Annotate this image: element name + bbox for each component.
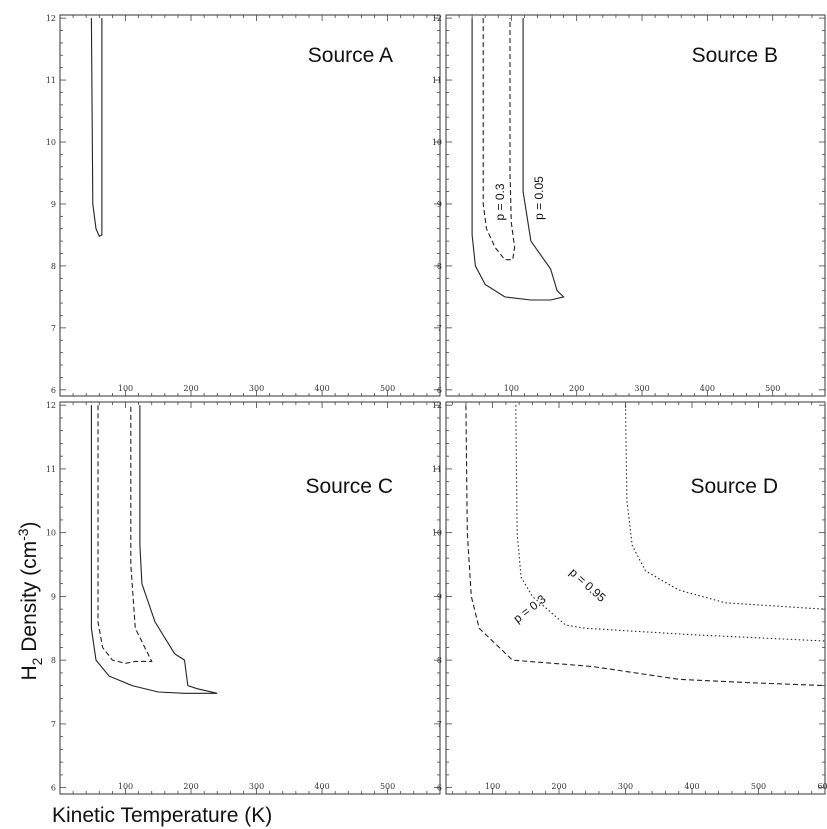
panel-title: Source A (308, 44, 393, 67)
x-tick-label: 100 (118, 782, 133, 791)
contour-dotted-1 (515, 405, 826, 642)
x-tick-label: 500 (380, 384, 395, 393)
contour-dashed-1 (97, 405, 153, 664)
panel-a: 100 200 300 400 500 6 7 8 9 10 11 12 Source A (46, 14, 441, 397)
panels-group: 100 200 300 400 500 6 7 8 9 10 11 12 Source A 100 200 3… (46, 14, 827, 795)
y-tick-label: 6 (437, 784, 442, 793)
x-tick-label: 500 (751, 782, 766, 791)
x-tick-label: 600 (817, 782, 827, 791)
panel-c: 100 200 300 400 500 6 7 8 9 10 11 12 Source C (46, 401, 441, 795)
y-tick-label: 8 (437, 262, 442, 271)
x-tick-label: 300 (249, 782, 264, 791)
contour-dotted-2 (624, 405, 826, 610)
panel-title: Source C (305, 475, 393, 498)
y-tick-label: 8 (51, 262, 56, 271)
y-tick-label: 7 (51, 720, 56, 729)
panel-title: Source D (690, 475, 778, 498)
y-tick-label: 11 (46, 76, 56, 85)
y-axis-title-rest: Density (cm (18, 541, 41, 658)
x-tick-label: 200 (551, 782, 566, 791)
x-axis-title: Kinetic Temperature (K) (52, 804, 272, 827)
y-axis-title-sub: 2 (29, 657, 45, 665)
minor-ticks (446, 402, 826, 794)
x-tick-label: 100 (504, 384, 519, 393)
y-tick-label: 9 (51, 200, 56, 209)
x-tick-label: 400 (700, 384, 715, 393)
x-tick-label: 400 (314, 782, 329, 791)
minor-ticks (445, 15, 826, 396)
contour-label: p = 0.3 (493, 183, 507, 220)
contour-solid-0 (90, 405, 218, 694)
y-tick-label: 12 (46, 14, 56, 23)
y-tick-label: 7 (437, 720, 442, 729)
contour-label: p = 0.3 (511, 592, 549, 626)
plot-frame (445, 14, 826, 397)
y-tick-label: 6 (51, 386, 56, 395)
contour-dashed-0 (465, 405, 826, 687)
y-tick-label: 6 (51, 784, 56, 793)
y-tick-label: 11 (46, 465, 56, 474)
panel-title: Source B (692, 44, 778, 67)
y-axis-title-main: H (18, 665, 41, 680)
x-tick-label: 500 (380, 782, 395, 791)
contour-solid-0 (90, 18, 103, 237)
x-tick-label: 100 (118, 384, 133, 393)
y-tick-label: 10 (432, 138, 442, 147)
y-tick-label: 9 (437, 592, 442, 601)
y-axis-title: H2 Density (cm-3) (15, 521, 45, 680)
x-tick-label: 300 (249, 384, 264, 393)
contour-label: p = 0.05 (532, 176, 546, 220)
y-tick-label: 6 (437, 386, 442, 395)
y-tick-label: 10 (46, 138, 56, 147)
y-axis-title-close: ) (18, 521, 41, 528)
y-tick-label: 12 (432, 14, 442, 23)
y-tick-label: 10 (432, 529, 442, 538)
contour-label: p = 0.95 (567, 565, 609, 605)
x-tick-label: 100 (485, 782, 500, 791)
contour-dashed-1 (482, 18, 516, 261)
x-tick-label: 400 (314, 384, 329, 393)
y-tick-label: 8 (437, 656, 442, 665)
y-tick-label: 10 (46, 529, 56, 538)
minor-ticks (59, 402, 441, 794)
y-tick-label: 11 (432, 76, 442, 85)
x-tick-label: 300 (634, 384, 649, 393)
y-tick-label: 9 (51, 592, 56, 601)
panel-d: 100 200 300 400 500 600 6 7 8 9 10 11 12 Source D p = … (432, 401, 827, 795)
panel-b: 100 200 300 400 500 6 7 8 9 10 11 12 Source B p = 0.3… (432, 14, 826, 397)
y-tick-label: 12 (46, 401, 56, 410)
x-tick-label: 300 (618, 782, 633, 791)
plot-frame (445, 401, 826, 795)
plot-frame (59, 401, 441, 795)
y-tick-label: 11 (432, 465, 442, 474)
contour-solid-0 (471, 18, 565, 301)
y-tick-label: 12 (432, 401, 442, 410)
x-tick-label: 200 (183, 384, 198, 393)
minor-ticks (59, 15, 441, 396)
x-tick-label: 400 (684, 782, 699, 791)
x-tick-label: 200 (569, 384, 584, 393)
x-tick-label: 200 (183, 782, 198, 791)
x-tick-label: 500 (765, 384, 780, 393)
y-tick-label: 8 (51, 656, 56, 665)
y-tick-label: 9 (437, 200, 442, 209)
y-axis-title-sup: -3 (15, 528, 31, 541)
y-tick-label: 7 (51, 324, 56, 333)
y-tick-label: 7 (437, 324, 442, 333)
plot-frame (59, 14, 441, 397)
